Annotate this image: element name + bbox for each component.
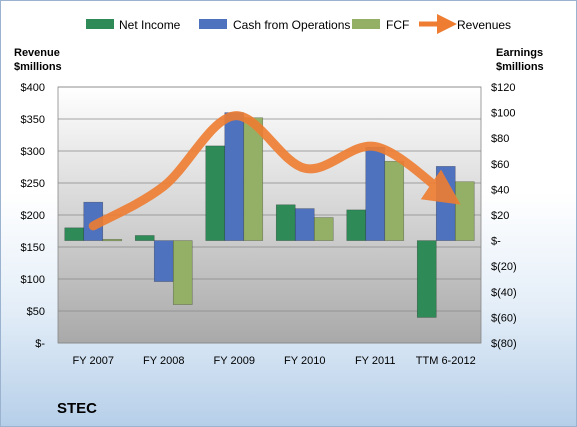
category-label: TTM 6-2012 <box>416 355 476 367</box>
category-label: FY 2011 <box>355 355 396 367</box>
category-label: FY 2007 <box>73 355 114 367</box>
category-label: FY 2008 <box>143 355 184 367</box>
right-tick-label: $120 <box>491 82 515 94</box>
plot-border <box>57 86 482 344</box>
bar-fcf-3 <box>313 217 334 241</box>
gridlines <box>57 86 482 344</box>
left-tick-label: $- <box>35 338 45 350</box>
bar-net-income-2 <box>205 145 226 241</box>
left-tick-label: $200 <box>21 210 45 222</box>
left-tick-label: $150 <box>21 242 45 254</box>
right-tick-label: $100 <box>491 108 515 120</box>
legend-label-fcf: FCF <box>386 18 409 32</box>
left-axis-title-line2: $millions <box>14 61 62 73</box>
right-tick-label: $40 <box>491 184 509 196</box>
legend: Net Income Cash from Operations FCF Reve… <box>86 14 511 34</box>
left-tick-label: $300 <box>21 146 45 158</box>
legend-label-net-income: Net Income <box>119 18 181 32</box>
bar-cash-from-operations-1 <box>153 240 174 282</box>
left-axis-title-line1: Revenue <box>14 47 60 59</box>
legend-swatch-net-income <box>86 19 114 29</box>
bar-fcf-4 <box>384 160 405 241</box>
bar-fcf-1 <box>172 240 193 305</box>
bar-fcf-5 <box>454 181 475 241</box>
left-tick-label: $250 <box>21 178 45 190</box>
bar-net-income-1 <box>134 235 155 241</box>
legend-label-revenues: Revenues <box>457 18 511 32</box>
left-axis-ticks: $400 $350 $300 $250 $200 $150 $100 $50 $- <box>21 82 46 350</box>
bar-cash-from-operations-4 <box>365 146 386 241</box>
left-tick-label: $400 <box>21 82 45 94</box>
legend-swatch-fcf <box>352 19 380 29</box>
bar-net-income-3 <box>275 204 296 241</box>
category-labels: FY 2007 FY 2008 FY 2009 FY 2010 FY 2011 TTM 6… <box>73 355 476 367</box>
right-axis-title-line2: $millions <box>496 61 544 73</box>
revenue-line-path <box>88 111 461 231</box>
right-tick-label: $(80) <box>491 338 517 350</box>
right-tick-label: $(40) <box>491 287 517 299</box>
right-tick-label: $(60) <box>491 312 517 324</box>
right-tick-label: $(20) <box>491 261 517 273</box>
bar-fcf-0 <box>102 239 123 242</box>
left-tick-label: $50 <box>27 306 45 318</box>
revenue-line <box>88 111 461 231</box>
bar-net-income-5 <box>416 240 437 318</box>
bar-cash-from-operations-2 <box>224 112 245 241</box>
legend-swatch-cash-from-operations <box>199 19 227 29</box>
bar-cash-from-operations-3 <box>294 208 315 241</box>
right-axis-ticks: $120 $100 $80 $60 $40 $20 $- $(20) $(40) $(60) $(8… <box>491 82 517 350</box>
category-label: FY 2009 <box>214 355 255 367</box>
bar-cash-from-operations-5 <box>435 166 456 241</box>
chart-title: STEC <box>57 400 97 417</box>
bar-fcf-2 <box>243 117 264 241</box>
right-tick-label: $80 <box>491 133 509 145</box>
left-tick-label: $350 <box>21 114 45 126</box>
bar-net-income-4 <box>346 209 367 241</box>
right-axis-title-line1: Earnings <box>496 47 543 59</box>
left-tick-label: $100 <box>21 274 45 286</box>
bar-net-income-0 <box>64 227 85 241</box>
right-tick-label: $20 <box>491 210 509 222</box>
legend-label-cash-from-operations: Cash from Operations <box>233 18 350 32</box>
category-label: FY 2010 <box>284 355 325 367</box>
right-tick-label: $60 <box>491 159 509 171</box>
right-tick-label: $- <box>491 236 501 248</box>
